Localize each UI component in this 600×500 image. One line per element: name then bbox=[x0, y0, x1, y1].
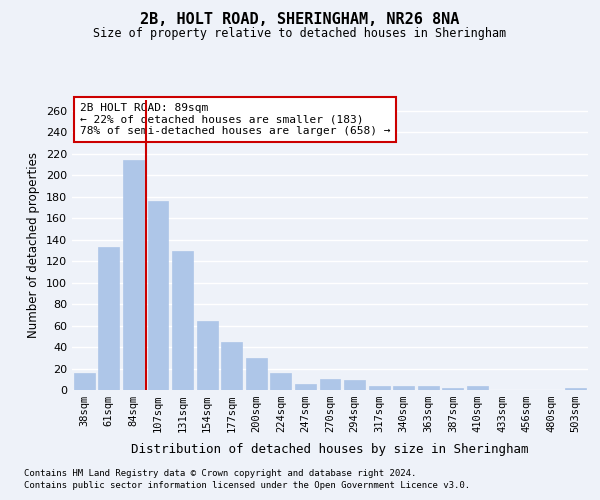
Bar bbox=[98, 247, 119, 390]
Bar bbox=[442, 388, 463, 390]
Text: Contains HM Land Registry data © Crown copyright and database right 2024.: Contains HM Land Registry data © Crown c… bbox=[24, 468, 416, 477]
Text: Contains public sector information licensed under the Open Government Licence v3: Contains public sector information licen… bbox=[24, 481, 470, 490]
Y-axis label: Number of detached properties: Number of detached properties bbox=[28, 152, 40, 338]
Text: Distribution of detached houses by size in Sheringham: Distribution of detached houses by size … bbox=[131, 442, 529, 456]
Bar bbox=[123, 160, 144, 390]
Bar bbox=[148, 201, 169, 390]
Bar bbox=[565, 388, 586, 390]
Bar bbox=[295, 384, 316, 390]
Text: Size of property relative to detached houses in Sheringham: Size of property relative to detached ho… bbox=[94, 28, 506, 40]
Bar bbox=[418, 386, 439, 390]
Bar bbox=[74, 373, 95, 390]
Bar bbox=[246, 358, 267, 390]
Bar bbox=[221, 342, 242, 390]
Bar bbox=[172, 252, 193, 390]
Bar bbox=[467, 386, 488, 390]
Bar bbox=[197, 322, 218, 390]
Text: 2B, HOLT ROAD, SHERINGHAM, NR26 8NA: 2B, HOLT ROAD, SHERINGHAM, NR26 8NA bbox=[140, 12, 460, 28]
Bar bbox=[320, 380, 340, 390]
Text: 2B HOLT ROAD: 89sqm
← 22% of detached houses are smaller (183)
78% of semi-detac: 2B HOLT ROAD: 89sqm ← 22% of detached ho… bbox=[80, 103, 390, 136]
Bar bbox=[368, 386, 389, 390]
Bar bbox=[393, 386, 414, 390]
Bar bbox=[344, 380, 365, 390]
Bar bbox=[271, 373, 292, 390]
